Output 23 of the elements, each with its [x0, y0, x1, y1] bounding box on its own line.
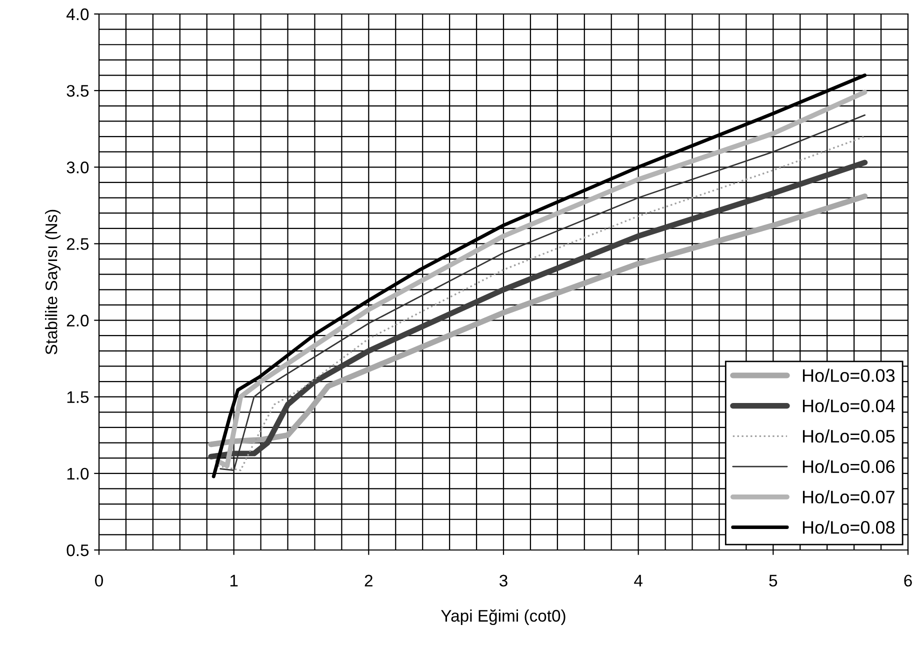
legend-label: Ho/Lo=0.04	[802, 399, 895, 412]
x-tick-label: 6	[904, 574, 912, 587]
legend-label: Ho/Lo=0.03	[802, 368, 895, 382]
y-axis-title: Stabilite Sayısı (Ns)	[45, 210, 61, 354]
x-tick-label: 0	[95, 574, 103, 587]
y-tick-label: 4.0	[66, 8, 89, 20]
legend-label: Ho/Lo=0.06	[802, 460, 895, 474]
x-tick-label: 5	[769, 574, 778, 587]
y-tick-label: 3.5	[66, 84, 89, 97]
y-tick-label: 3.0	[66, 162, 89, 174]
legend-label: Ho/Lo=0.08	[802, 520, 895, 534]
x-axis-title: Yapi Eğimi (cot0)	[441, 609, 566, 626]
x-tick-label: 3	[500, 574, 508, 587]
legend-label: Ho/Lo=0.07	[802, 490, 894, 504]
y-tick-label: 0.5	[66, 544, 89, 556]
x-tick-label: 1	[230, 574, 238, 586]
y-tick-label: 2.5	[66, 238, 89, 250]
y-tick-label: 1.5	[67, 391, 89, 404]
x-tick-label: 2	[364, 574, 372, 586]
y-tick-label: 2.0	[66, 314, 89, 326]
y-tick-label: 1.0	[67, 468, 89, 480]
x-tick-label: 4	[634, 574, 642, 586]
legend-label: Ho/Lo=0.05	[802, 429, 895, 443]
